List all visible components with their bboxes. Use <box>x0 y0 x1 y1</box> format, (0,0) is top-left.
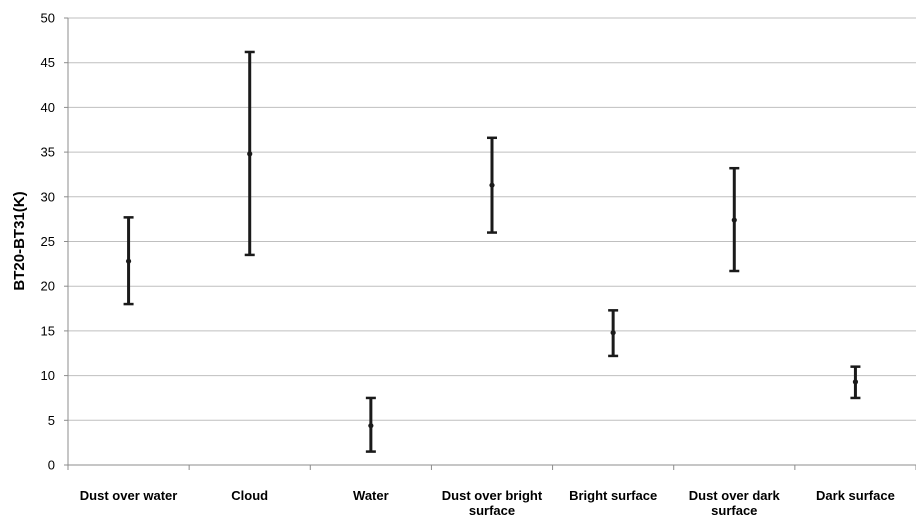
x-tick-label: Dust over dark surface <box>689 488 781 518</box>
x-tick-label: Cloud <box>231 488 268 503</box>
mean-point <box>247 151 253 157</box>
x-tick-label: Bright surface <box>569 488 657 503</box>
category-labels: Dust over water Cloud Water Dust over brigh… <box>80 488 895 518</box>
y-tick-label: 30 <box>41 189 55 204</box>
mean-point <box>489 182 495 188</box>
mean-point <box>731 217 737 223</box>
x-tick-label: Dust over bright surface <box>442 488 543 518</box>
x-axis <box>64 17 916 470</box>
x-tick-label: Water <box>353 488 389 503</box>
error-bar <box>487 136 497 234</box>
y-tick-label: 45 <box>41 55 55 70</box>
y-tick-labels: 0 5 10 15 20 25 30 35 40 45 50 <box>41 11 55 473</box>
x-tick-label: Dust over water <box>80 488 178 503</box>
mean-point <box>125 258 132 264</box>
y-tick-label: 10 <box>41 368 55 383</box>
x-tick-label: Dark surface <box>816 488 895 503</box>
error-bar <box>244 50 255 257</box>
error-bars <box>123 50 861 453</box>
y-axis-title: BT20-BT31(K) <box>11 191 28 290</box>
error-bar <box>123 216 134 306</box>
y-tick-label: 20 <box>41 279 55 294</box>
error-bar <box>608 309 619 358</box>
error-bar <box>365 396 376 453</box>
y-tick-label: 40 <box>41 100 55 115</box>
mean-point <box>610 330 616 336</box>
y-tick-label: 15 <box>41 323 55 338</box>
error-bar <box>729 166 740 273</box>
y-tick-label: 50 <box>41 11 55 26</box>
y-tick-label: 5 <box>48 413 55 428</box>
y-tick-label: 35 <box>41 145 55 160</box>
y-tick-label: 0 <box>48 458 55 473</box>
mean-point <box>852 379 859 385</box>
y-tick-label: 25 <box>41 234 55 249</box>
mean-point <box>368 423 374 429</box>
error-bar <box>850 365 861 400</box>
